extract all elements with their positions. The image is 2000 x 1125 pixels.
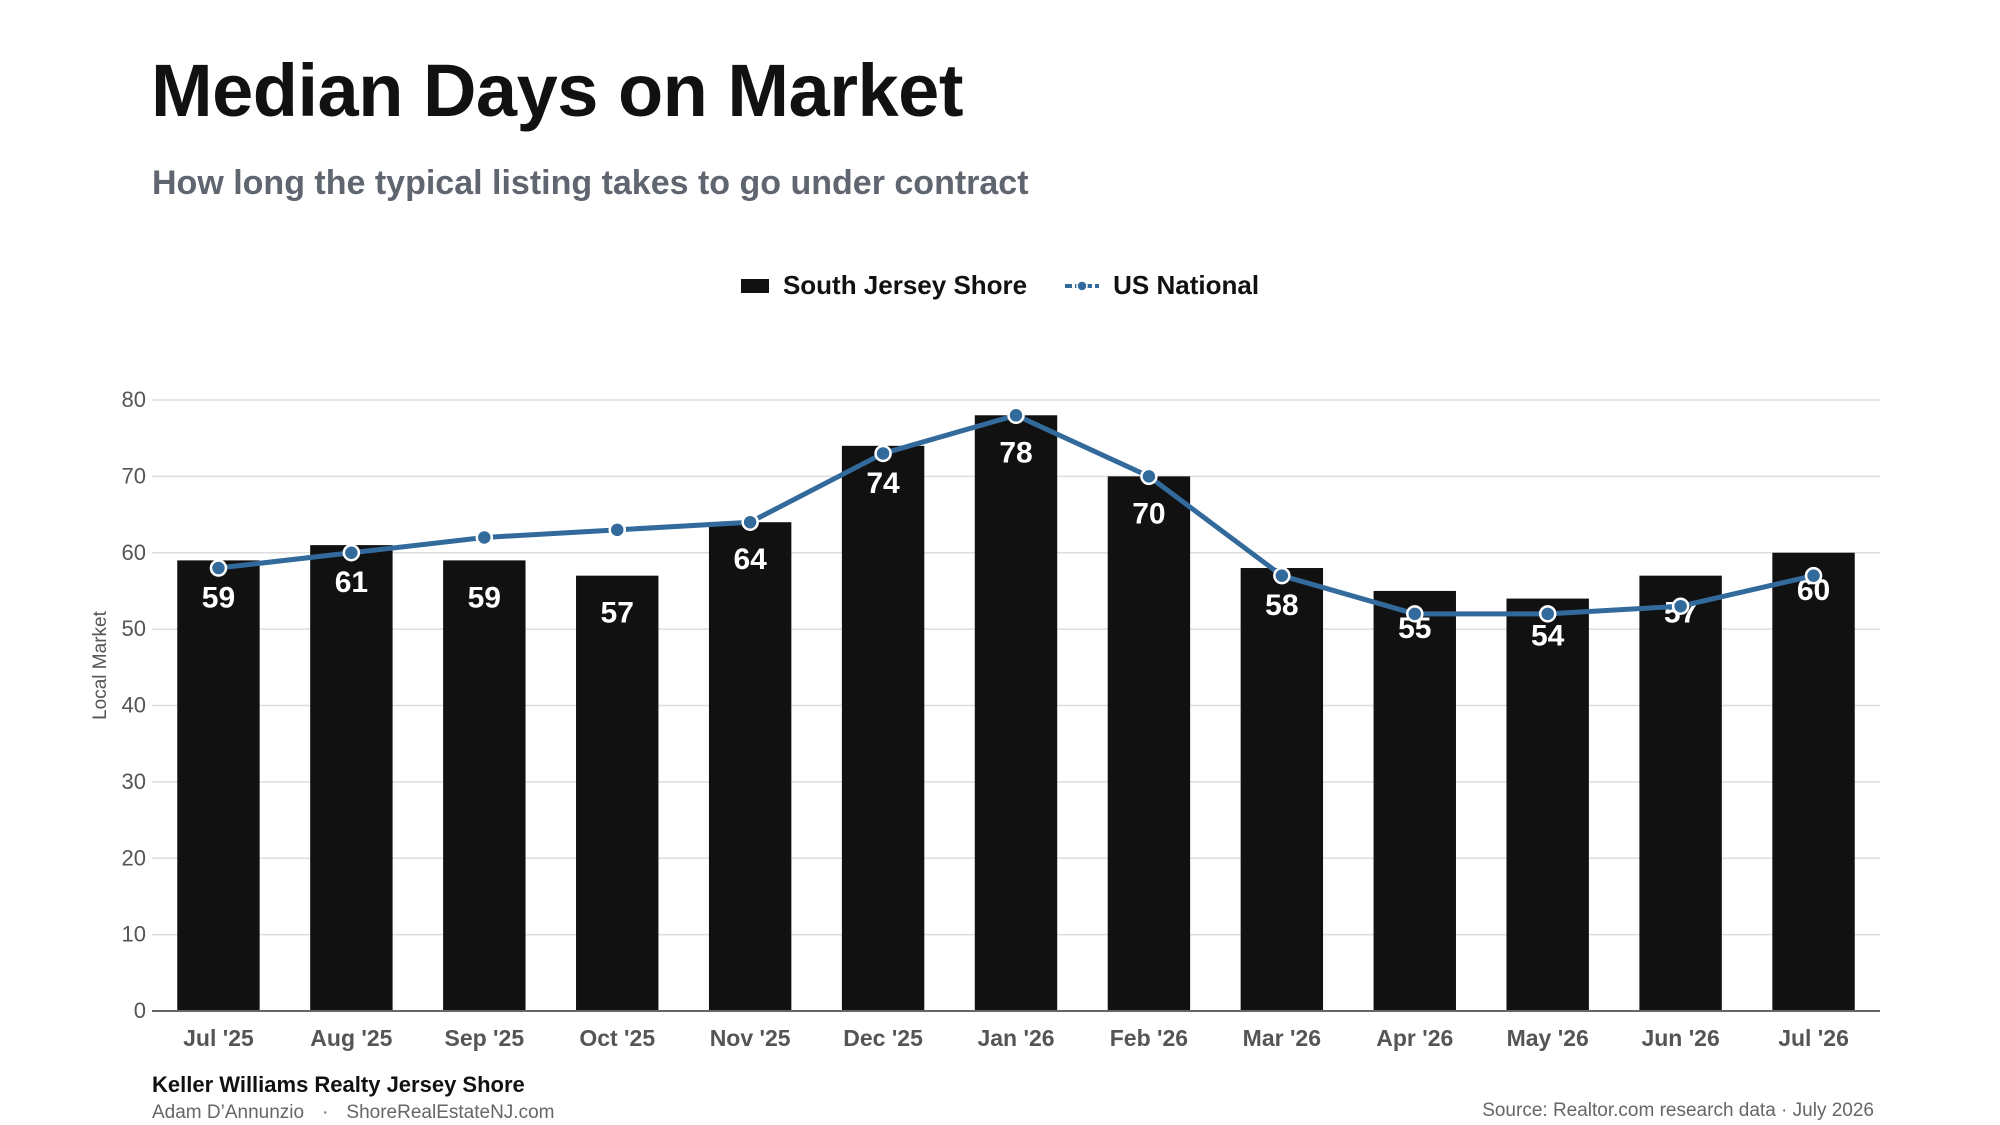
chart-title: Median Days on Market xyxy=(151,49,963,132)
legend-bar-swatch-icon xyxy=(740,278,769,293)
bar xyxy=(1506,598,1589,1011)
bar-value-label: 61 xyxy=(335,566,368,599)
x-tick-label: Apr '26 xyxy=(1376,1025,1453,1051)
x-tick-label: Mar '26 xyxy=(1243,1025,1321,1051)
footer-website[interactable]: ShoreRealEstateNJ.com xyxy=(346,1102,555,1123)
line-point xyxy=(1406,605,1424,623)
bar xyxy=(443,560,526,1011)
footer-contact: Adam D’Annunzio · ShoreRealEstateNJ.com xyxy=(152,1102,554,1124)
bar-value-label: 70 xyxy=(1132,497,1165,530)
line-point xyxy=(342,544,361,562)
y-tick-label: 0 xyxy=(134,998,146,1023)
bar-layer xyxy=(177,415,1855,1011)
bar-value-labels: 59615957647478705855545760 xyxy=(202,436,1830,652)
line-point xyxy=(209,559,228,577)
x-tick-label: Oct '25 xyxy=(579,1025,655,1051)
x-tick-label: Aug '25 xyxy=(310,1025,392,1051)
bar-value-label: 74 xyxy=(866,467,900,500)
x-tick-label: Jul '26 xyxy=(1778,1025,1849,1051)
bar xyxy=(177,560,260,1011)
chart-subtitle: How long the typical listing takes to go… xyxy=(152,164,1029,202)
legend-line-swatch-icon xyxy=(1065,279,1100,293)
line-point xyxy=(1007,406,1025,425)
y-tick-label: 80 xyxy=(122,387,146,412)
y-tick-label: 70 xyxy=(122,463,146,488)
bar xyxy=(708,522,792,1011)
bar xyxy=(1639,575,1722,1011)
bar-value-label: 57 xyxy=(601,597,634,630)
line-point xyxy=(741,513,759,531)
y-tick-label: 20 xyxy=(122,845,146,870)
footer-company: Keller Williams Realty Jersey Shore xyxy=(152,1072,525,1097)
x-tick-label: Sep '25 xyxy=(444,1025,524,1051)
chart-legend: South Jersey Shore US National xyxy=(0,270,2000,301)
bar xyxy=(1240,568,1324,1011)
bar xyxy=(1373,590,1456,1011)
legend-bar-label: South Jersey Shore xyxy=(782,270,1028,300)
bar-value-label: 59 xyxy=(202,581,235,614)
y-tick-label: 30 xyxy=(122,769,146,794)
line-point xyxy=(475,528,494,547)
bar-value-label: 59 xyxy=(468,581,501,614)
line-point xyxy=(874,444,892,463)
line-point xyxy=(1538,605,1557,623)
bar-value-label: 78 xyxy=(999,436,1032,469)
x-tick-label: Nov '25 xyxy=(710,1025,791,1051)
bar-value-label: 54 xyxy=(1531,620,1565,653)
line-point xyxy=(1140,467,1158,486)
bar xyxy=(1772,552,1855,1011)
y-tick-labels: 0 10 20 30 40 50 60 70 80 xyxy=(122,387,146,1023)
y-tick-label: 40 xyxy=(122,693,146,718)
y-tick-label: 60 xyxy=(122,540,146,565)
x-tick-label: Dec '25 xyxy=(843,1025,923,1051)
x-tick-label: Jan '26 xyxy=(977,1025,1054,1051)
legend-item-bars: South Jersey Shore xyxy=(740,270,1028,301)
line-point xyxy=(1671,597,1690,615)
bar xyxy=(841,445,925,1011)
x-tick-label: Feb '26 xyxy=(1110,1025,1188,1051)
bar xyxy=(974,415,1058,1011)
bar-value-label: 64 xyxy=(733,543,767,576)
bar xyxy=(1107,476,1191,1011)
footer-source: Source: Realtor.com research data · July… xyxy=(1482,1100,1874,1121)
bar xyxy=(576,575,659,1011)
y-tick-label: 50 xyxy=(122,616,146,641)
footer-separator: · xyxy=(322,1102,329,1123)
x-tick-label: Jul '25 xyxy=(183,1025,254,1051)
line-point xyxy=(608,521,626,539)
line-point xyxy=(1804,566,1823,585)
x-tick-labels: Jul '25 Aug '25 Sep '25 Oct '25 Nov '25 Dec '… xyxy=(183,1025,1849,1051)
axis-layer: Local Market xyxy=(90,610,1880,1012)
bar-value-label: 58 xyxy=(1265,589,1298,622)
bar xyxy=(310,545,393,1011)
line-point xyxy=(1273,566,1291,585)
line-layer xyxy=(209,406,1823,623)
x-tick-label: May '26 xyxy=(1507,1025,1589,1051)
footer-agent: Adam D’Annunzio xyxy=(152,1102,305,1123)
y-tick-label: 10 xyxy=(122,922,146,947)
legend-item-line: US National xyxy=(1065,270,1259,301)
y-axis-label: Local Market xyxy=(90,610,111,719)
legend-line-label: US National xyxy=(1113,270,1260,300)
x-tick-label: Jun '26 xyxy=(1641,1025,1719,1051)
